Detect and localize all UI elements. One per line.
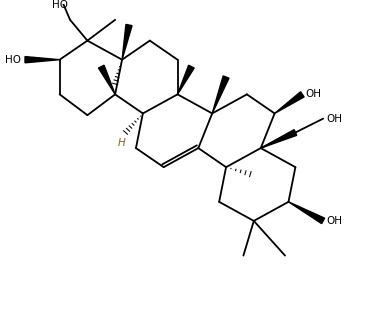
Text: HO: HO: [52, 0, 68, 10]
Polygon shape: [261, 130, 297, 148]
Polygon shape: [98, 65, 115, 94]
Text: OH: OH: [327, 114, 343, 124]
Text: OH: OH: [306, 89, 322, 100]
Polygon shape: [178, 65, 194, 94]
Polygon shape: [212, 76, 229, 113]
Polygon shape: [288, 202, 325, 224]
Text: HO: HO: [5, 55, 21, 65]
Text: H: H: [118, 138, 126, 148]
Polygon shape: [25, 56, 60, 63]
Polygon shape: [275, 92, 304, 113]
Text: OH: OH: [327, 216, 343, 226]
Polygon shape: [122, 24, 132, 60]
